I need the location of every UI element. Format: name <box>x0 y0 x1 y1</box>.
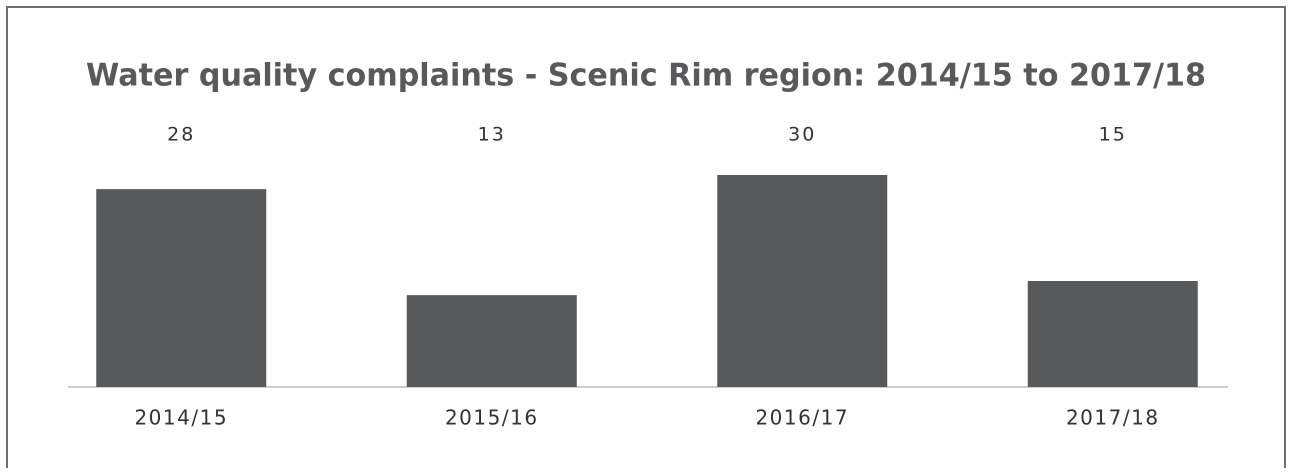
bar <box>1027 281 1198 387</box>
value-label: 13 <box>478 124 506 146</box>
bar <box>96 189 267 387</box>
value-label: 15 <box>1099 124 1127 146</box>
frame <box>6 6 1286 468</box>
bar <box>406 295 577 387</box>
x-tick-label: 2015/16 <box>445 406 539 430</box>
value-label: 30 <box>788 124 816 146</box>
x-tick-label: 2017/18 <box>1066 406 1160 430</box>
x-tick-label: 2014/15 <box>134 406 228 430</box>
chart-title: Water quality complaints - Scenic Rim re… <box>86 58 1206 94</box>
value-label: 28 <box>167 124 195 146</box>
bar <box>717 175 888 387</box>
x-tick-label: 2016/17 <box>755 406 849 430</box>
